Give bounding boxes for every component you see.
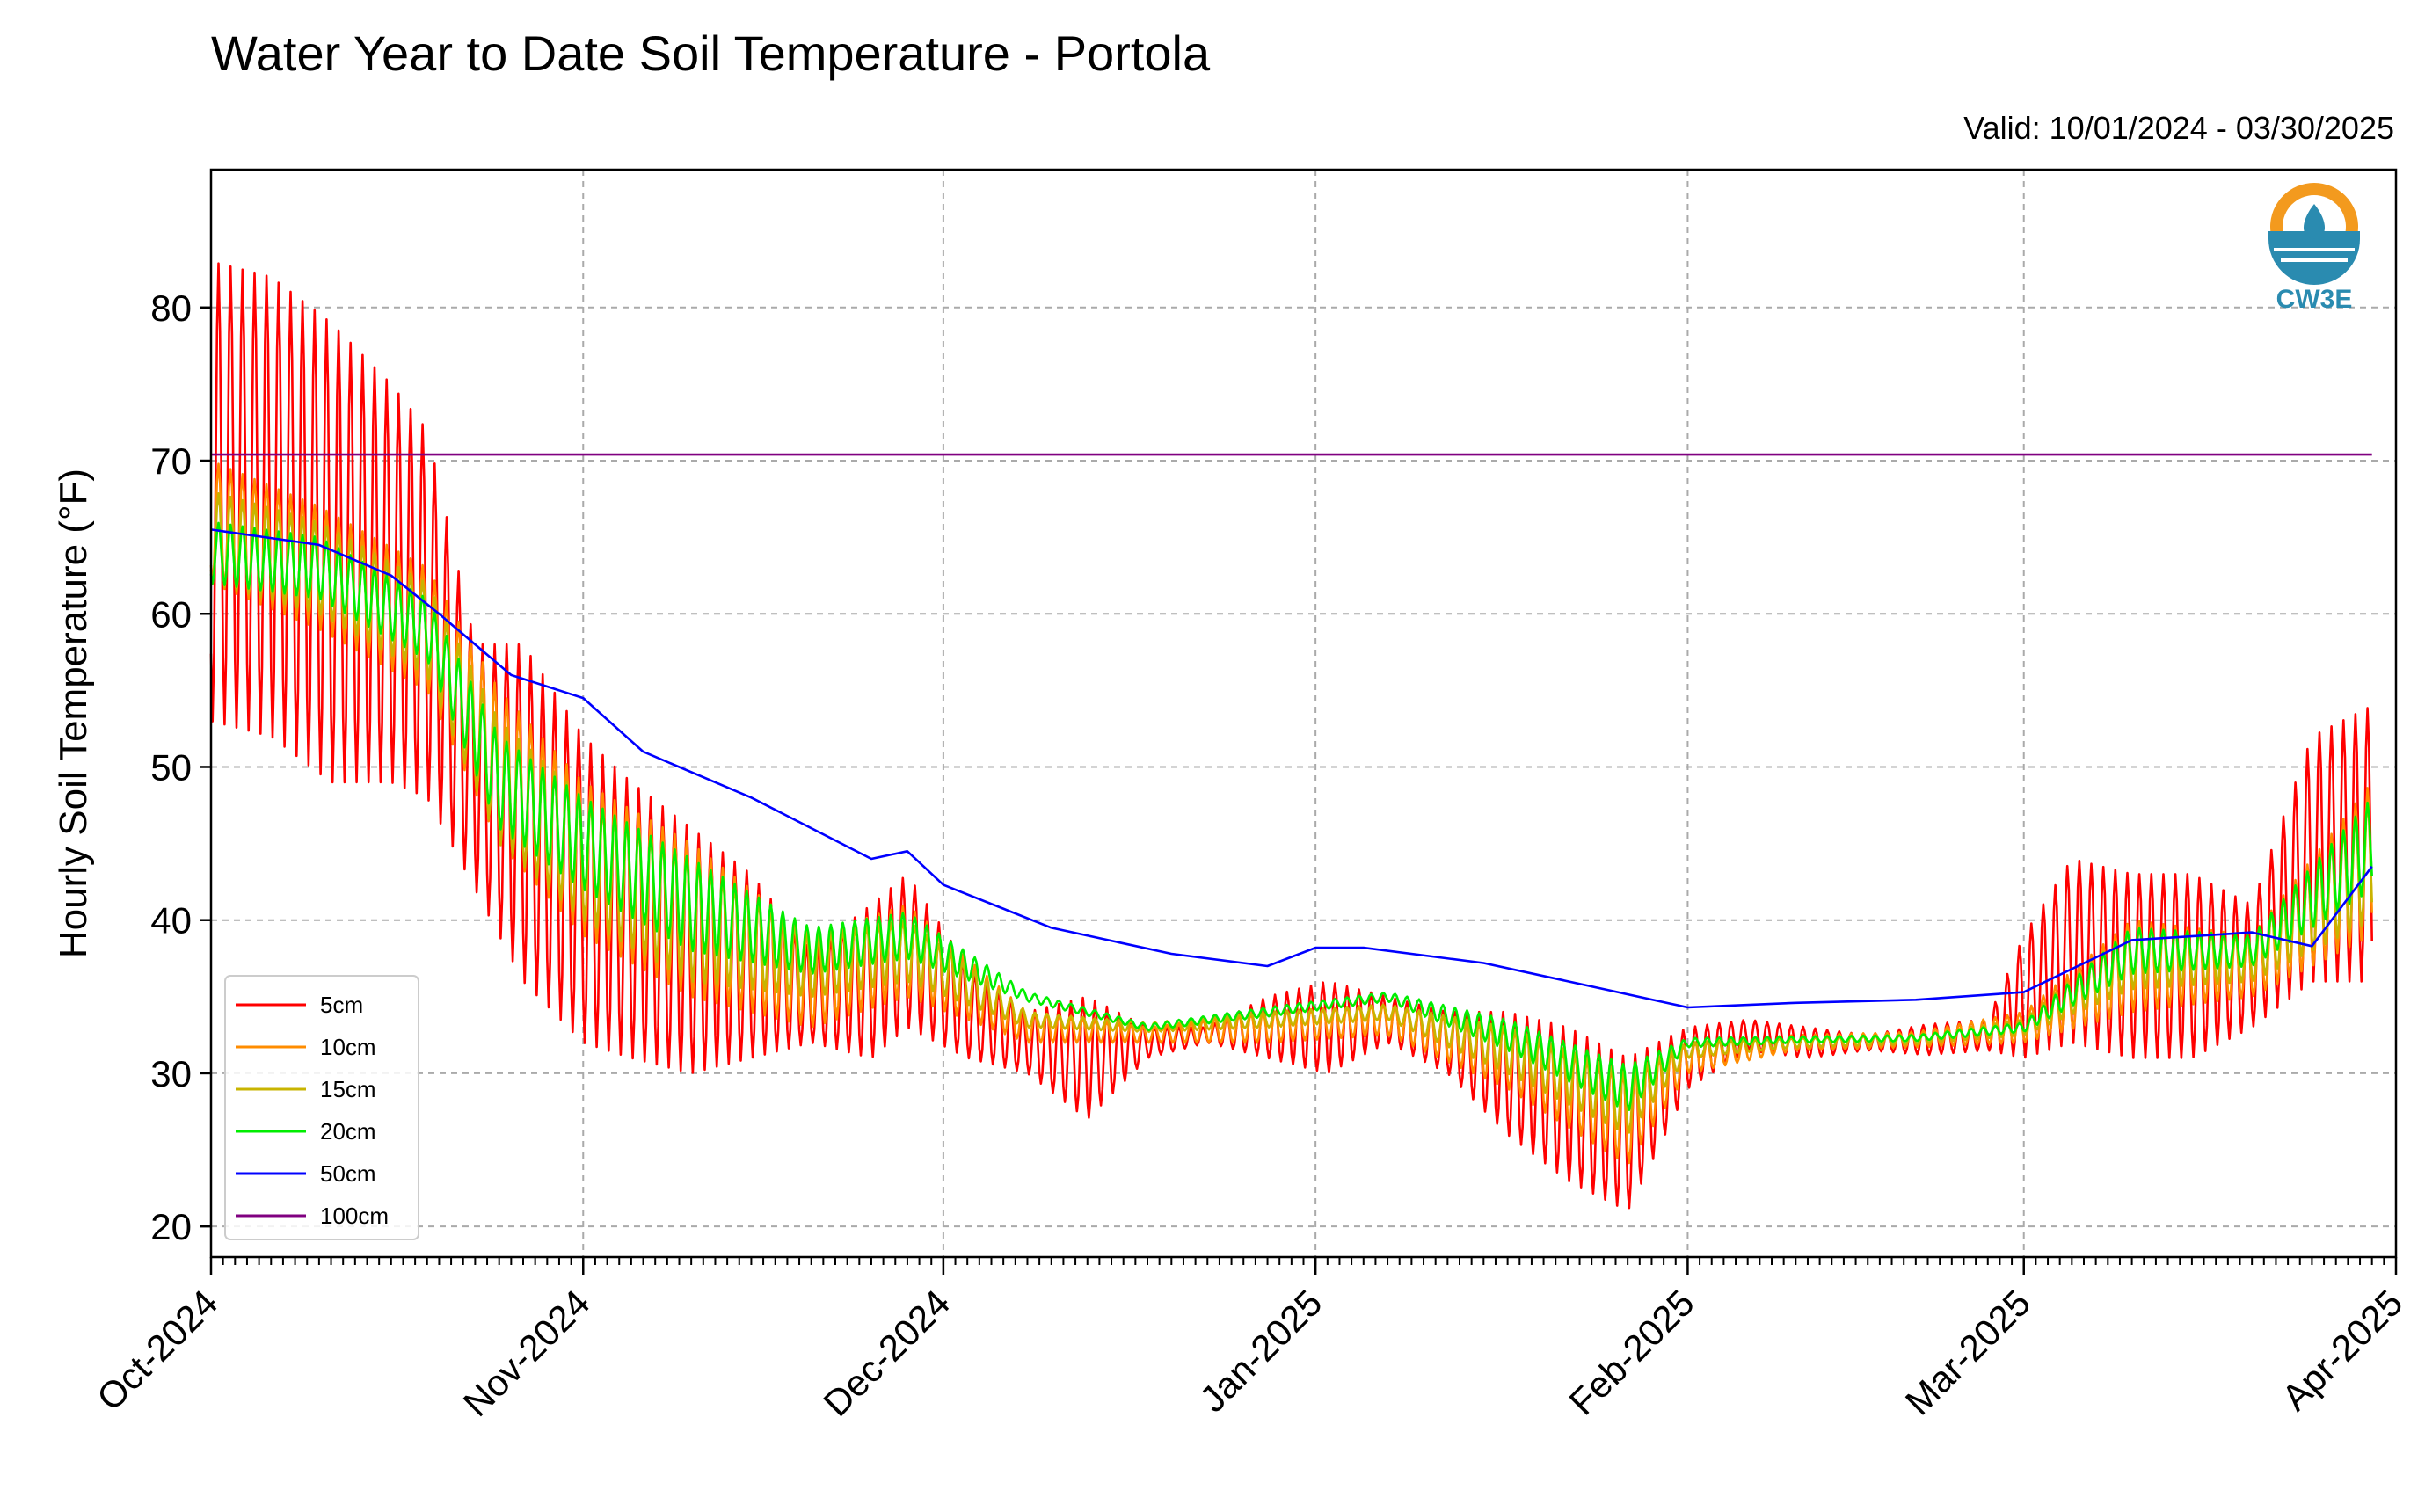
valid-date-range: Valid: 10/01/2024 - 03/30/2025 [1963,110,2394,146]
x-tick-label: Apr-2025 [2274,1282,2410,1418]
legend-label-5cm: 5cm [320,992,363,1018]
y-tick-label: 70 [150,440,192,482]
legend-label-15cm: 15cm [320,1076,376,1102]
series-line-15cm [209,491,2373,1134]
series-lines [209,262,2373,1210]
grid-lines [210,170,2397,1257]
legend-label-50cm: 50cm [320,1160,376,1187]
chart-title: Water Year to Date Soil Temperature - Po… [211,25,1211,81]
legend-label-100cm: 100cm [320,1203,389,1229]
y-tick-label: 40 [150,900,192,941]
series-line-5cm [209,262,2373,1210]
y-axis-label: Hourly Soil Temperature (°F) [52,469,95,958]
logo-water-icon [2268,231,2360,285]
y-tick-label: 80 [150,287,192,329]
x-tick-label: Mar-2025 [1897,1282,2038,1422]
legend-label-20cm: 20cm [320,1118,376,1145]
y-tick-label: 50 [150,746,192,788]
x-tick-label: Jan-2025 [1191,1282,1329,1420]
y-tick-label: 30 [150,1053,192,1094]
y-tick-label: 20 [150,1206,192,1247]
legend: 5cm 10cm 15cm 20cm 50cm 100cm [224,975,419,1240]
cw3e-logo: CW3E [2268,183,2360,314]
x-tick-label: Dec-2024 [815,1282,958,1424]
x-tick-label: Feb-2025 [1561,1282,1701,1422]
series-line-20cm [209,521,2373,1111]
y-tick-label: 60 [150,593,192,635]
x-tick-label: Nov-2024 [455,1282,598,1424]
logo-drop-icon [2304,204,2325,239]
logo-text: CW3E [2276,285,2353,314]
legend-label-10cm: 10cm [320,1034,376,1060]
x-tick-label: Oct-2024 [89,1282,225,1418]
plot-frame [209,168,2398,1259]
series-line-50cm [210,528,2373,1009]
